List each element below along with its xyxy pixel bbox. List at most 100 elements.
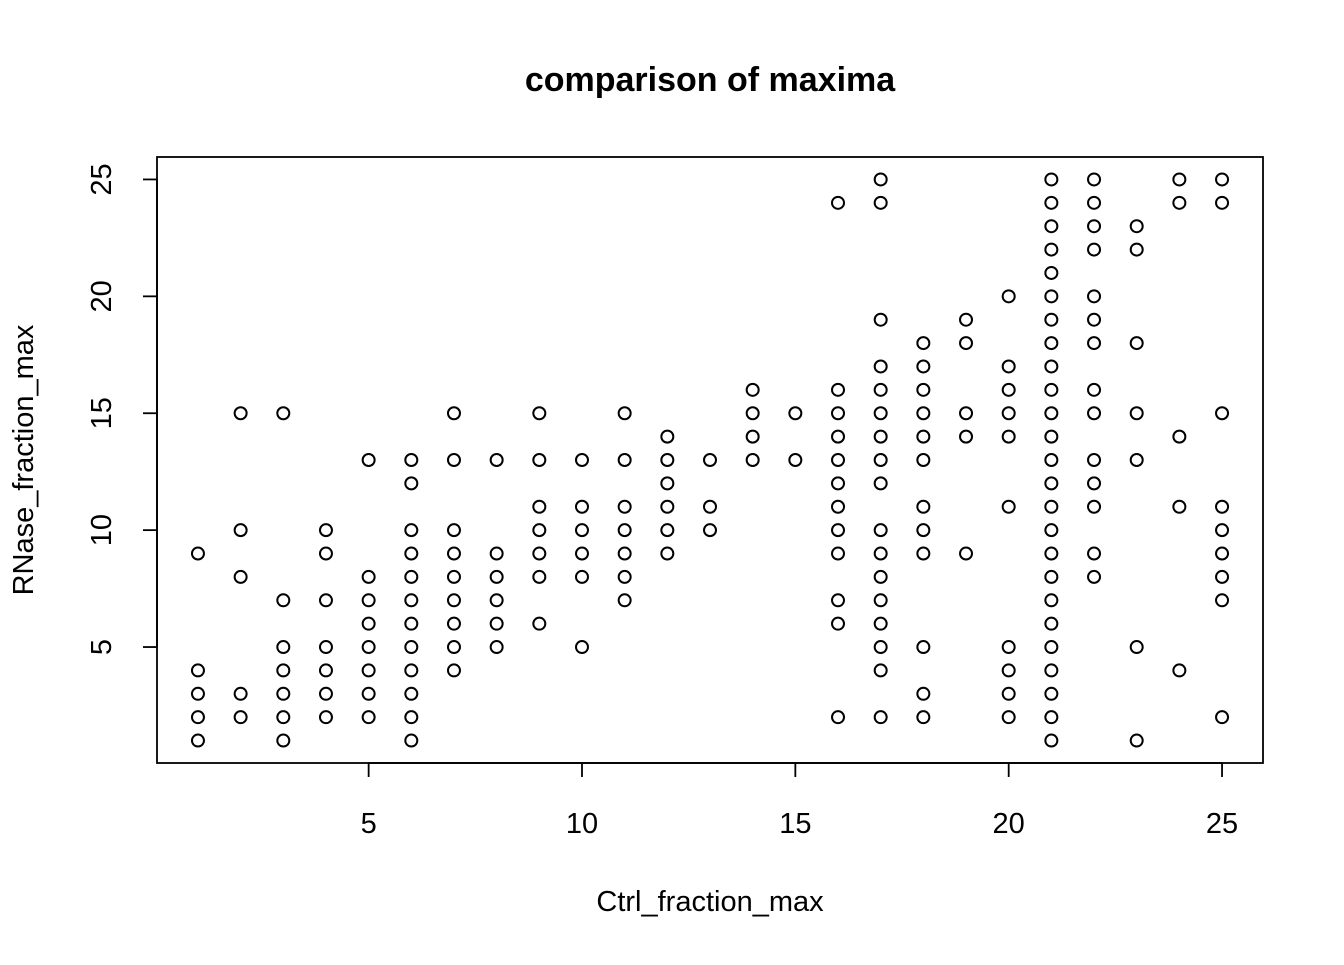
data-point: [361, 593, 376, 608]
data-point: [318, 640, 333, 655]
data-point: [1129, 242, 1144, 257]
data-point: [233, 569, 248, 584]
data-point: [617, 499, 632, 514]
data-point: [404, 616, 419, 631]
data-point: [404, 523, 419, 538]
data-point: [1087, 453, 1102, 467]
data-point: [361, 569, 376, 584]
data-point: [574, 640, 589, 655]
data-point: [361, 663, 376, 678]
data-point: [916, 523, 931, 538]
data-point: [916, 640, 931, 655]
data-point: [916, 336, 931, 351]
data-point: [1215, 195, 1230, 210]
data-point: [831, 195, 846, 210]
data-point: [1001, 289, 1016, 304]
data-point: [1129, 406, 1144, 421]
data-point: [1044, 429, 1059, 444]
data-point: [1001, 499, 1016, 514]
data-point: [446, 453, 461, 467]
data-point: [276, 640, 291, 655]
data-point: [873, 546, 888, 561]
data-point: [873, 476, 888, 491]
data-point: [1087, 546, 1102, 561]
data-point: [190, 733, 205, 748]
data-point: [1001, 406, 1016, 421]
data-point: [831, 546, 846, 561]
data-point: [1172, 195, 1187, 210]
x-tick-label: 25: [1206, 808, 1238, 840]
data-point: [276, 710, 291, 725]
data-point: [404, 710, 419, 725]
data-point: [1087, 382, 1102, 397]
data-point: [959, 406, 974, 421]
data-point: [873, 523, 888, 538]
data-point: [1087, 219, 1102, 234]
data-point: [532, 499, 547, 514]
data-point: [446, 523, 461, 538]
data-point: [1129, 640, 1144, 655]
x-axis-label: Ctrl_fraction_max: [596, 886, 824, 918]
data-point: [831, 523, 846, 538]
data-point: [1044, 569, 1059, 584]
data-point: [276, 733, 291, 748]
data-point: [532, 546, 547, 561]
data-point: [660, 429, 675, 444]
data-point: [532, 616, 547, 631]
data-point: [532, 569, 547, 584]
data-point: [361, 640, 376, 655]
data-point: [831, 593, 846, 608]
data-point: [873, 710, 888, 725]
data-point: [873, 453, 888, 467]
data-point: [916, 499, 931, 514]
data-point: [831, 429, 846, 444]
data-point: [745, 453, 760, 467]
data-point: [1044, 336, 1059, 351]
data-point: [873, 429, 888, 444]
data-point: [1001, 640, 1016, 655]
data-point: [1172, 663, 1187, 678]
data-point: [831, 382, 846, 397]
data-point: [1044, 686, 1059, 701]
y-tick-label: 20: [86, 280, 118, 312]
data-point: [1001, 663, 1016, 678]
data-point: [660, 546, 675, 561]
data-point: [233, 686, 248, 701]
x-tick-label: 15: [779, 808, 811, 840]
data-point: [190, 686, 205, 701]
data-point: [1044, 289, 1059, 304]
data-point: [660, 453, 675, 467]
data-point: [574, 499, 589, 514]
data-point: [1044, 499, 1059, 514]
data-point: [1001, 359, 1016, 374]
data-point: [831, 406, 846, 421]
x-tick-label: 20: [993, 808, 1025, 840]
data-point: [404, 476, 419, 491]
data-point: [1001, 429, 1016, 444]
y-tick-label: 15: [86, 397, 118, 429]
data-point: [745, 429, 760, 444]
data-point: [1215, 546, 1230, 561]
data-point: [745, 382, 760, 397]
data-point: [916, 546, 931, 561]
data-point: [617, 406, 632, 421]
data-point: [831, 616, 846, 631]
data-point: [404, 663, 419, 678]
data-point: [703, 499, 717, 514]
data-point: [190, 663, 205, 678]
x-tick-label: 5: [361, 808, 377, 840]
data-point: [532, 406, 547, 421]
data-point: [446, 616, 461, 631]
data-point: [190, 546, 205, 561]
data-point: [1044, 453, 1059, 467]
data-point: [489, 616, 504, 631]
data-point: [1215, 523, 1230, 538]
data-point: [318, 593, 333, 608]
data-point: [1044, 172, 1059, 187]
data-point: [873, 172, 888, 187]
data-point: [916, 710, 931, 725]
data-point: [1172, 172, 1187, 187]
data-point: [233, 710, 248, 725]
data-point: [660, 499, 675, 514]
